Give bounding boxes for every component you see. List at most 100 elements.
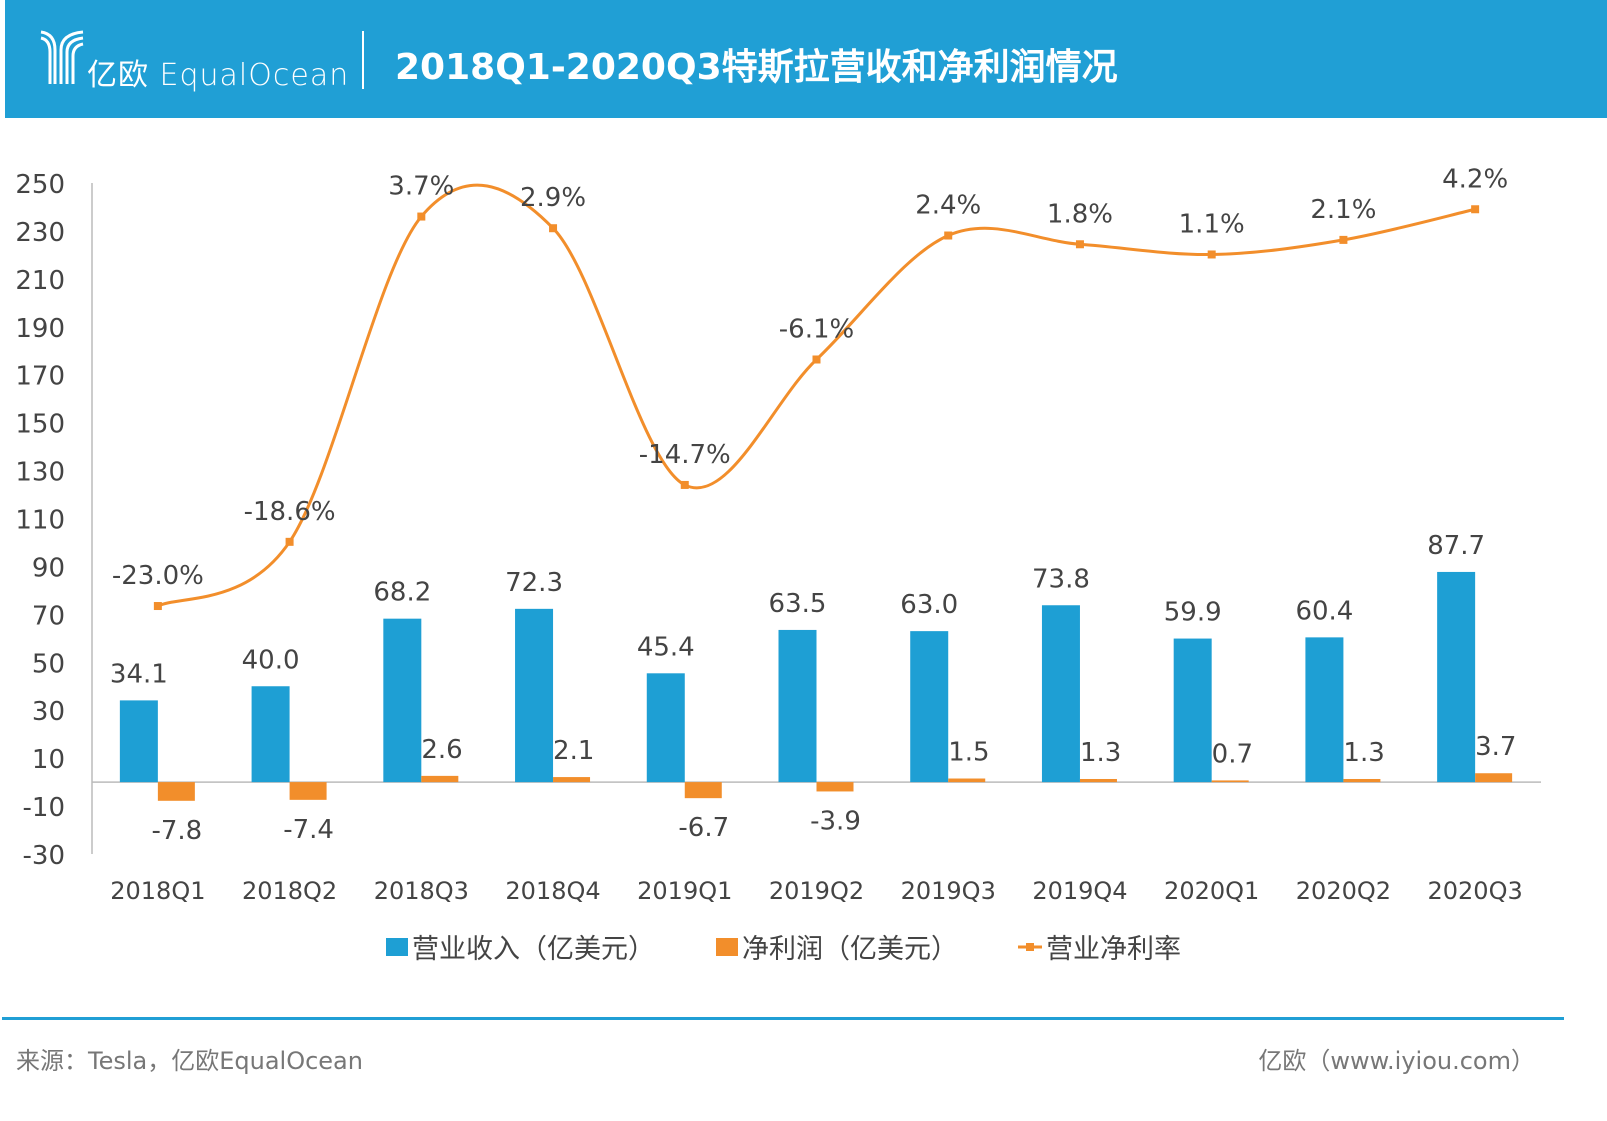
y-tick-label: 250 xyxy=(15,170,65,200)
profit-bar xyxy=(684,782,722,799)
logo-text: 亿欧 EqualOcean xyxy=(87,58,350,93)
margin-label: 1.8% xyxy=(1047,199,1113,229)
margin-point xyxy=(153,602,162,611)
revenue-label: 40.0 xyxy=(242,645,300,675)
y-tick-label: -30 xyxy=(23,841,65,871)
x-tick-label: 2020Q2 xyxy=(1296,877,1391,905)
revenue-bar xyxy=(1437,571,1476,783)
profit-label: 1.3 xyxy=(1080,738,1121,768)
profit-label: -3.9 xyxy=(810,806,861,836)
revenue-bar xyxy=(910,631,949,783)
margin-label: -18.6% xyxy=(244,497,336,527)
margin-point xyxy=(1075,240,1084,249)
x-tick-label: 2019Q2 xyxy=(769,877,864,905)
revenue-bar xyxy=(383,618,422,783)
revenue-label: 45.4 xyxy=(637,632,695,662)
x-tick-label: 2018Q2 xyxy=(242,877,337,905)
profit-bar xyxy=(1211,780,1249,783)
y-tick-label: 130 xyxy=(15,458,65,488)
chart: 250 230 210 190 170 150 130 110 90 70 50 30 10 -10 -30… xyxy=(15,164,1541,965)
y-tick-label: 30 xyxy=(32,697,65,727)
profit-label: 2.6 xyxy=(421,735,462,765)
margin-point xyxy=(549,224,558,233)
margin-label: 3.7% xyxy=(388,172,454,202)
x-tick-label: 2018Q1 xyxy=(110,877,205,905)
revenue-label: 63.5 xyxy=(769,589,827,619)
profit-label: 0.7 xyxy=(1212,739,1253,769)
margin-label: -23.0% xyxy=(112,561,204,591)
margin-label: 1.1% xyxy=(1179,209,1245,239)
margin-point xyxy=(680,480,689,489)
margin-point xyxy=(944,231,953,240)
legend-revenue-label: 营业收入（亿美元） xyxy=(412,934,655,965)
margin-point xyxy=(1471,205,1480,214)
y-tick-label: 70 xyxy=(32,601,65,631)
y-tick-label: -10 xyxy=(23,793,65,823)
profit-bar xyxy=(1475,773,1513,783)
header-banner: 亿欧 EqualOcean 2018Q1-2020Q3特斯拉营收和净利润情况 xyxy=(5,0,1607,118)
equalocean-logo-icon xyxy=(40,30,84,84)
header-divider xyxy=(362,31,364,89)
profit-label: 1.3 xyxy=(1343,738,1384,768)
revenue-bar xyxy=(1305,637,1344,783)
revenue-label: 34.1 xyxy=(110,659,168,689)
revenue-label: 59.9 xyxy=(1164,598,1222,628)
profit-bar xyxy=(421,775,459,783)
revenue-bar xyxy=(515,608,554,783)
revenue-bar xyxy=(1041,605,1080,783)
y-tick-label: 50 xyxy=(32,649,65,679)
legend-profit-label: 净利润（亿美元） xyxy=(742,934,958,965)
x-tick-label: 2019Q1 xyxy=(637,877,732,905)
profit-bar xyxy=(157,782,195,801)
profit-label: -7.8 xyxy=(151,816,202,846)
chart-title: 2018Q1-2020Q3特斯拉营收和净利润情况 xyxy=(395,47,1118,88)
profit-bar xyxy=(553,777,591,783)
revenue-label: 72.3 xyxy=(505,568,563,598)
y-tick-label: 110 xyxy=(15,506,65,536)
margin-label: 2.4% xyxy=(915,191,981,221)
legend-profit-swatch xyxy=(716,938,738,956)
margin-label: 2.9% xyxy=(520,183,586,213)
x-tick-label: 2019Q4 xyxy=(1032,877,1127,905)
x-tick-label: 2020Q3 xyxy=(1428,877,1523,905)
revenue-label: 63.0 xyxy=(900,590,958,620)
x-tick-label: 2018Q4 xyxy=(505,877,600,905)
source-text: 来源：Tesla，亿欧EqualOcean xyxy=(16,1047,363,1075)
profit-label: -6.7 xyxy=(678,813,729,843)
profit-label: -7.4 xyxy=(283,815,334,845)
y-tick-label: 190 xyxy=(15,314,65,344)
profit-bar xyxy=(1343,778,1381,783)
x-tick-label: 2018Q3 xyxy=(374,877,469,905)
margin-label: 4.2% xyxy=(1442,164,1508,194)
revenue-label: 60.4 xyxy=(1295,596,1353,626)
y-tick-label: 10 xyxy=(32,745,65,775)
margin-point xyxy=(1339,235,1348,244)
y-tick-label: 210 xyxy=(15,266,65,296)
margin-point xyxy=(812,355,821,364)
profit-label: 3.7 xyxy=(1475,732,1516,762)
margin-label: 2.1% xyxy=(1310,195,1376,225)
profit-bar xyxy=(1079,778,1117,783)
profit-bar xyxy=(289,782,327,800)
profit-bar xyxy=(816,782,854,792)
margin-point xyxy=(1207,250,1216,259)
x-tick-label: 2019Q3 xyxy=(901,877,996,905)
margin-line xyxy=(157,183,1476,608)
revenue-bar xyxy=(251,686,290,783)
revenue-label: 68.2 xyxy=(373,578,431,608)
margin-point xyxy=(285,537,294,546)
revenue-label: 87.7 xyxy=(1427,531,1485,561)
x-tick-label: 2020Q1 xyxy=(1164,877,1259,905)
margin-point xyxy=(417,212,426,221)
y-tick-label: 150 xyxy=(15,410,65,440)
profit-bar xyxy=(948,778,986,783)
margin-label: -14.7% xyxy=(639,440,731,470)
revenue-bar xyxy=(778,629,817,783)
footer-divider xyxy=(2,1017,1564,1020)
profit-label: 2.1 xyxy=(553,736,594,766)
revenue-label: 73.8 xyxy=(1032,564,1090,594)
margin-label: -6.1% xyxy=(779,315,854,345)
legend-margin-marker xyxy=(1026,943,1034,951)
profit-label: 1.5 xyxy=(948,738,989,768)
revenue-bar xyxy=(119,700,158,783)
